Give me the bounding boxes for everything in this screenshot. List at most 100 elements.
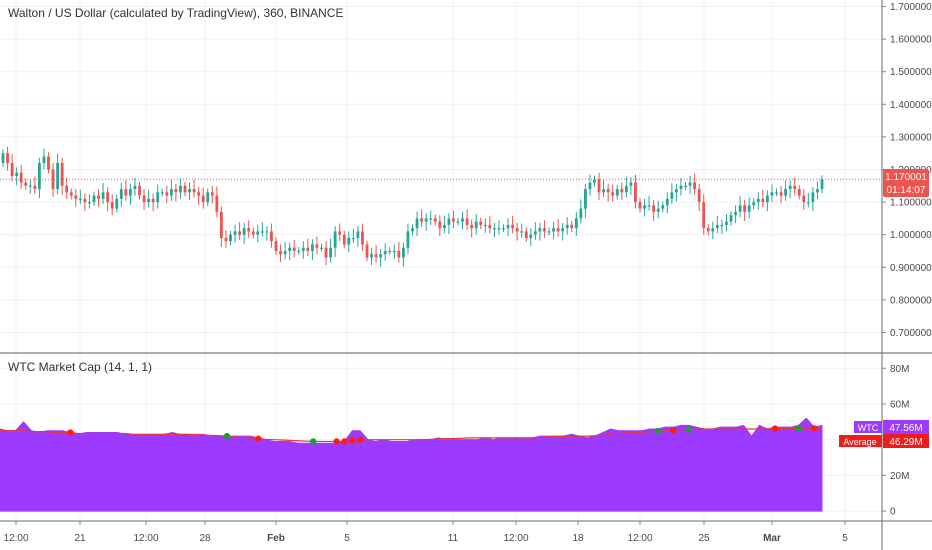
- candle: [765, 190, 769, 212]
- candle-body: [24, 182, 28, 186]
- candle-body: [806, 202, 810, 204]
- crossover-dot: [341, 438, 348, 445]
- candle-body: [283, 250, 287, 255]
- candle: [1, 149, 5, 167]
- candle: [652, 200, 656, 221]
- candle-body: [361, 231, 364, 245]
- candle-body: [779, 192, 783, 196]
- crossover-dot: [670, 427, 677, 434]
- candle-body: [397, 250, 401, 258]
- candle: [702, 194, 706, 235]
- candle-body: [433, 218, 437, 222]
- bar-countdown: 01:14:07: [887, 185, 926, 196]
- candle-body: [565, 224, 569, 229]
- candle: [725, 213, 728, 232]
- candle: [283, 241, 287, 260]
- candle-body: [620, 189, 624, 193]
- candle: [97, 189, 100, 207]
- candle: [56, 153, 60, 195]
- candle-body: [538, 228, 542, 232]
- candle-body: [229, 234, 232, 242]
- candle: [206, 188, 210, 206]
- ind-tick-label: 80M: [890, 364, 909, 375]
- chart-title: Walton / US Dollar (calculated by Tradin…: [8, 6, 343, 20]
- candle-body: [629, 182, 633, 186]
- y-tick-label: 1.700000: [890, 2, 932, 13]
- candle: [665, 192, 669, 214]
- candle: [351, 228, 355, 244]
- average-line: [0, 427, 822, 443]
- candle-body: [652, 205, 656, 212]
- indicator-pane[interactable]: [0, 417, 823, 512]
- candle: [242, 222, 246, 244]
- candle-body: [28, 185, 32, 187]
- candle: [802, 189, 806, 210]
- candle-body: [179, 185, 182, 193]
- candle-body: [588, 182, 592, 190]
- candle-body: [552, 228, 555, 232]
- price-pane[interactable]: [0, 146, 882, 267]
- candle-body: [506, 224, 510, 229]
- candle: [611, 184, 615, 203]
- candle-body: [65, 185, 69, 193]
- candle-body: [665, 198, 669, 206]
- x-tick-label: 11: [448, 533, 459, 544]
- candle: [251, 227, 255, 239]
- candle: [19, 164, 23, 190]
- candle-body: [711, 228, 715, 232]
- candle: [515, 222, 519, 241]
- candle-body: [802, 195, 806, 203]
- candle: [338, 223, 342, 242]
- candle: [734, 205, 737, 223]
- candle-body: [92, 195, 96, 203]
- x-tick-label: Mar: [763, 533, 781, 544]
- x-tick-label: 12:00: [3, 533, 28, 544]
- crossover-dot: [333, 438, 340, 445]
- candle-body: [597, 179, 601, 193]
- ind-tick-label: 20M: [890, 471, 909, 482]
- candle-body: [97, 195, 100, 199]
- candle-body: [388, 250, 392, 253]
- candle-body: [702, 202, 706, 229]
- candle: [538, 222, 542, 241]
- last-price-badge-bg: [883, 169, 929, 197]
- candle: [274, 237, 278, 255]
- candle: [497, 220, 501, 235]
- candle: [192, 179, 196, 198]
- wtc-badge-name: WTC: [858, 423, 879, 433]
- axis-layer: 12:00 21 12:00 28 Feb 5 11 12:00 18 12:00 25 Mar 5 0.…: [3, 2, 932, 544]
- candle-body: [206, 192, 210, 203]
- candle: [110, 194, 114, 216]
- wtc-area: [0, 417, 823, 512]
- candle-body: [210, 192, 214, 196]
- candle-body: [147, 198, 151, 203]
- candle-body: [233, 231, 237, 235]
- candle-body: [56, 162, 60, 190]
- candle-body: [306, 247, 310, 251]
- candle: [429, 210, 433, 225]
- candle: [474, 213, 478, 235]
- candle: [529, 228, 533, 246]
- candle-body: [661, 205, 665, 209]
- candle-body: [292, 247, 296, 251]
- candle: [465, 209, 469, 231]
- candle: [92, 191, 96, 206]
- candle-body: [142, 195, 146, 203]
- candle-body: [110, 202, 114, 209]
- candle: [42, 148, 46, 170]
- candle: [279, 244, 282, 263]
- crossover-dot: [67, 429, 74, 436]
- crossover-dot: [685, 426, 693, 433]
- candle-body: [33, 185, 37, 190]
- candle: [160, 188, 164, 197]
- candle-body: [188, 189, 191, 193]
- candle-body: [101, 192, 105, 199]
- candle: [60, 157, 64, 195]
- x-tick-label: 21: [74, 533, 86, 544]
- candle: [756, 192, 760, 210]
- candle-body: [60, 162, 64, 186]
- candle: [752, 198, 756, 210]
- candle: [583, 183, 587, 218]
- candle: [74, 189, 78, 207]
